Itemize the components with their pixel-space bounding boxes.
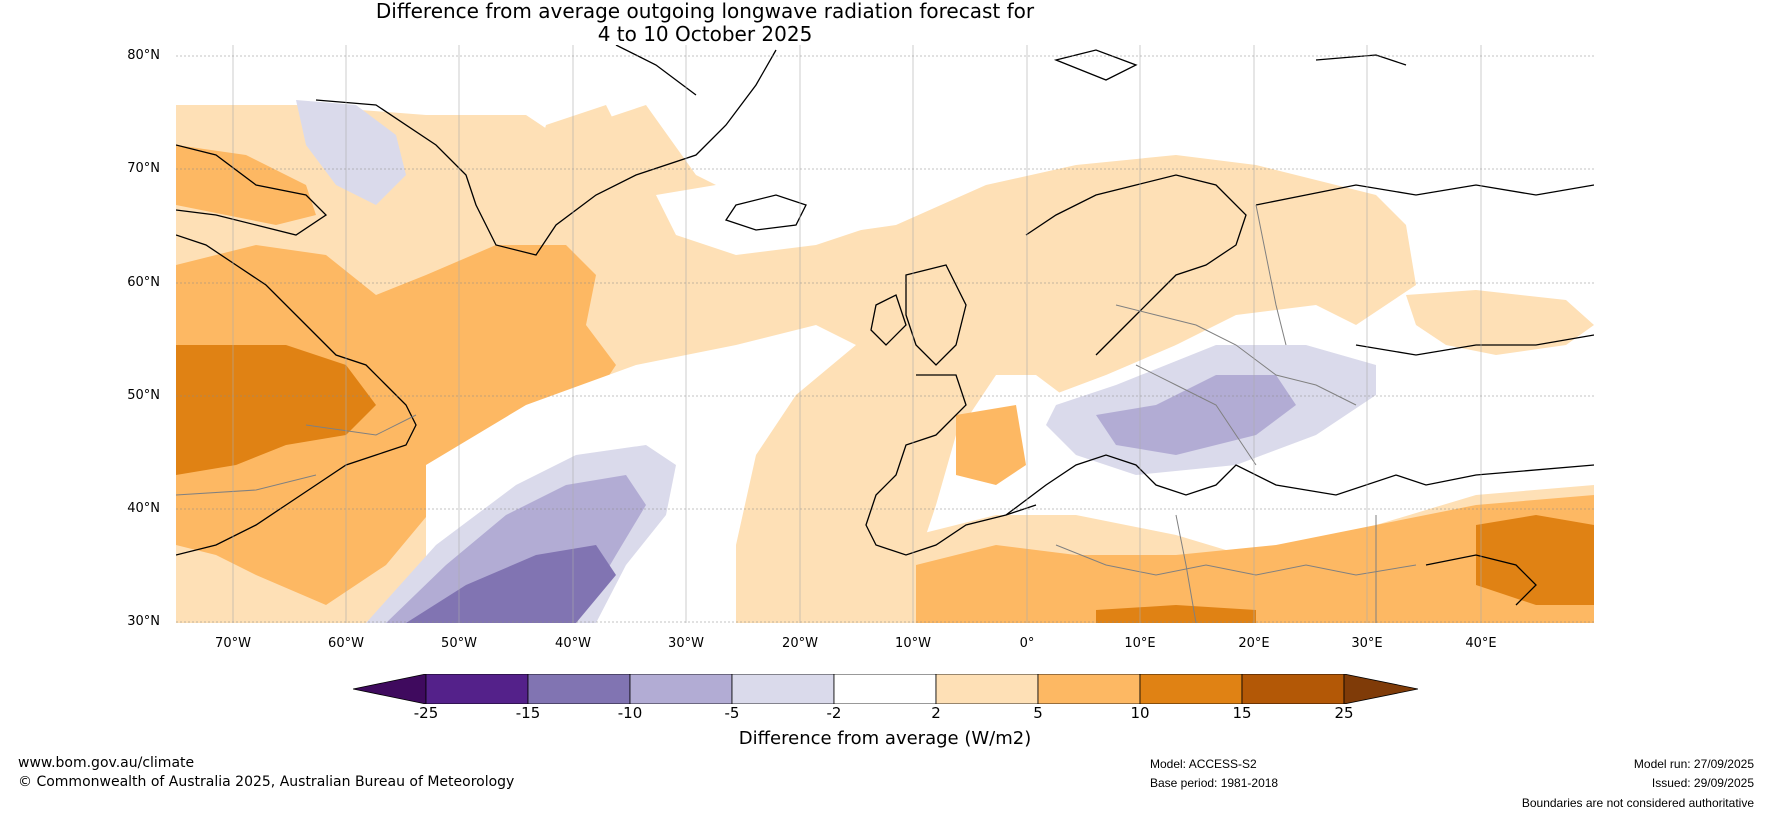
- website-link[interactable]: www.bom.gov.au/climate: [18, 755, 195, 771]
- lon-label-50w: 50°W: [441, 636, 477, 651]
- coastlines: [176, 45, 1594, 606]
- lon-label-20w: 20°W: [782, 636, 818, 651]
- anomaly-map: [176, 45, 1594, 623]
- issued-text: Issued: 29/09/2025: [1651, 776, 1754, 790]
- anomaly-region-russia-light: [1406, 290, 1594, 355]
- lat-label-80n: 80°N: [127, 48, 160, 63]
- colorbar-tick: -2: [826, 704, 842, 722]
- anomaly-region-sahel-dark: [1096, 605, 1256, 623]
- colorbar-extend-low: [353, 674, 427, 704]
- colorbar-tick: 5: [1033, 704, 1043, 722]
- model-run-text: Model run: 27/09/2025: [1633, 757, 1754, 771]
- colorbar-tick: 25: [1334, 704, 1354, 722]
- lon-label-10e: 10°E: [1124, 636, 1156, 651]
- lat-label-60n: 60°N: [127, 275, 160, 290]
- colorbar-tick: -25: [413, 704, 439, 722]
- chart-title: Difference from average outgoing longwav…: [0, 0, 1410, 46]
- borders: [176, 204, 1417, 623]
- gridlines: [176, 55, 1594, 623]
- anomaly-region-newfoundland-dark: [176, 345, 376, 475]
- lat-label-70n: 70°N: [127, 161, 160, 176]
- lon-label-20e: 20°E: [1238, 636, 1270, 651]
- colorbar-segment: [833, 674, 937, 704]
- anomaly-region-egypt-dark: [1476, 515, 1594, 605]
- disclaimer-text: Boundaries are not considered authoritat…: [1521, 796, 1754, 810]
- colorbar-segment: [1037, 674, 1141, 704]
- colorbar-segment: [629, 674, 733, 704]
- anomaly-region-atlantic-purple-dark: [406, 545, 616, 623]
- lon-label-0: 0°: [1019, 636, 1035, 651]
- colorbar-tick: -5: [724, 704, 740, 722]
- colorbar-tick: -10: [617, 704, 643, 722]
- lon-label-60w: 60°W: [328, 636, 364, 651]
- colorbar-segment: [935, 674, 1039, 704]
- colorbar-segment: [1241, 674, 1345, 704]
- base-period-text: Base period: 1981-2018: [1150, 776, 1279, 790]
- title-line-2: 4 to 10 October 2025: [597, 22, 813, 46]
- colorbar-tick: 2: [931, 704, 941, 722]
- anomaly-region-iberia-orange: [956, 405, 1026, 485]
- model-text: Model: ACCESS-S2: [1150, 757, 1257, 771]
- copyright-text: © Commonwealth of Australia 2025, Austra…: [18, 774, 515, 790]
- lon-label-30w: 30°W: [668, 636, 704, 651]
- lat-label-40n: 40°N: [127, 501, 160, 516]
- colorbar: [353, 674, 1418, 704]
- lon-label-40e: 40°E: [1465, 636, 1497, 651]
- title-line-1: Difference from average outgoing longwav…: [375, 0, 1035, 23]
- anomaly-region-labrador-orange: [176, 145, 316, 225]
- colorbar-label: Difference from average (W/m2): [738, 728, 1032, 749]
- anomaly-region-sahara-orange: [916, 495, 1594, 623]
- colorbar-extend-high: [1343, 674, 1418, 704]
- map-canvas: [176, 45, 1594, 623]
- colorbar-segment: [425, 674, 529, 704]
- colorbar-segment: [1139, 674, 1243, 704]
- colorbar-tick: 15: [1232, 704, 1252, 722]
- lat-label-30n: 30°N: [127, 614, 160, 629]
- colorbar-tick: 10: [1130, 704, 1150, 722]
- lat-label-50n: 50°N: [127, 388, 160, 403]
- anomaly-region-balkans-purple: [1096, 375, 1296, 455]
- anomaly-region-baffin-purple-light: [296, 100, 406, 205]
- anomaly-region-north-atlantic-light: [506, 105, 636, 275]
- lon-label-70w: 70°W: [215, 636, 251, 651]
- colorbar-tick: -15: [515, 704, 541, 722]
- colorbar-segment: [731, 674, 835, 704]
- lon-label-10w: 10°W: [895, 636, 931, 651]
- colorbar-segment: [527, 674, 631, 704]
- lon-label-30e: 30°E: [1351, 636, 1383, 651]
- meridians: [232, 45, 1482, 623]
- anomaly-region-neutral-greenland-sea: [656, 175, 876, 255]
- lon-label-40w: 40°W: [555, 636, 591, 651]
